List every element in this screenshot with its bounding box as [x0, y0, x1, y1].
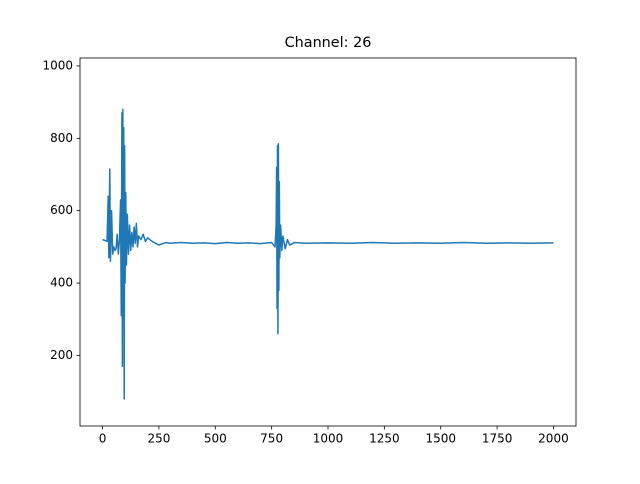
x-tick-label: 1500	[425, 432, 456, 446]
y-tick-label: 800	[50, 131, 73, 145]
x-tick-label: 1250	[369, 432, 400, 446]
y-tick-label: 400	[50, 276, 73, 290]
x-tick-label: 2000	[538, 432, 569, 446]
data-line	[102, 108, 554, 400]
y-tick-label: 600	[50, 203, 73, 217]
x-tick-label: 0	[99, 432, 107, 446]
x-tick-label: 1000	[313, 432, 344, 446]
chart-title: Channel: 26	[285, 35, 372, 51]
x-tick-label: 250	[147, 432, 170, 446]
x-tick-label: 500	[204, 432, 227, 446]
x-tick-label: 1750	[482, 432, 513, 446]
y-tick-label: 1000	[42, 58, 73, 72]
y-tick-label: 200	[50, 348, 73, 362]
x-tick-label: 750	[260, 432, 283, 446]
